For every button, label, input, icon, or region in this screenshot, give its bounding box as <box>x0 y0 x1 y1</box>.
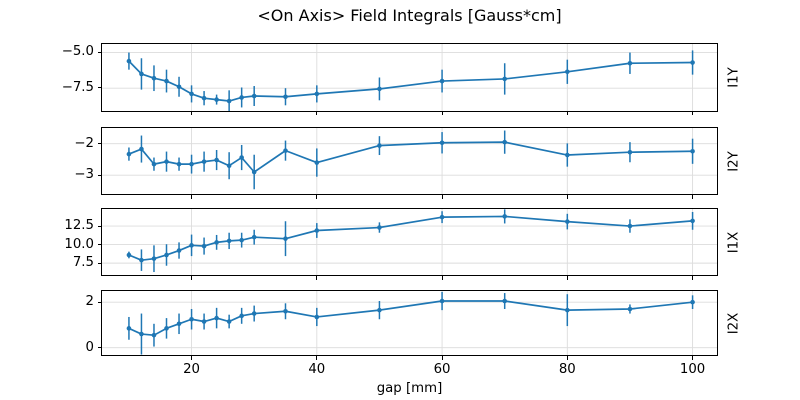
subplot-i1x <box>101 208 718 276</box>
x-tick-mark <box>316 276 318 280</box>
y-tick-mark <box>97 174 101 176</box>
panel-label-i1y: I1Y <box>726 66 742 88</box>
x-tick-mark <box>566 111 568 115</box>
x-tick-mark <box>566 195 568 199</box>
x-tick-mark <box>566 276 568 280</box>
panel-label-i2y: I2Y <box>726 150 742 172</box>
subplot-i2x <box>101 290 718 356</box>
y-tick-label: 7.5 <box>72 255 94 271</box>
panel-label-i1x: I1X <box>726 231 742 253</box>
x-tick-mark <box>316 111 318 115</box>
y-tick-label: 0 <box>85 339 94 355</box>
x-tick-label: 80 <box>558 362 576 377</box>
x-tick-mark <box>692 195 694 199</box>
x-tick-mark <box>692 276 694 280</box>
x-tick-mark <box>441 111 443 115</box>
y-tick-mark <box>97 262 101 264</box>
plot-area-i2x <box>102 291 717 355</box>
x-tick-mark <box>692 111 694 115</box>
y-tick-label: 2 <box>85 294 94 310</box>
y-tick-label: −3 <box>74 167 94 183</box>
y-tick-label: −7.5 <box>61 79 94 95</box>
subplot-i1y <box>101 42 718 112</box>
plot-area-i2y <box>102 128 717 194</box>
y-tick-mark <box>97 347 101 349</box>
x-tick-label: 100 <box>679 362 706 377</box>
x-tick-mark <box>441 276 443 280</box>
subplot-i2y <box>101 127 718 195</box>
y-tick-label: 10.0 <box>64 236 94 252</box>
y-tick-mark <box>97 143 101 145</box>
y-tick-mark <box>97 87 101 89</box>
x-tick-mark <box>692 356 694 360</box>
y-tick-mark <box>97 244 101 246</box>
plot-area-i1x <box>102 209 717 275</box>
y-tick-label: −5.0 <box>61 44 94 60</box>
y-tick-mark <box>97 51 101 53</box>
x-tick-label: 20 <box>183 362 200 377</box>
panel-label-i2x: I2X <box>726 312 742 334</box>
x-tick-mark <box>441 356 443 360</box>
x-tick-mark <box>191 356 193 360</box>
y-tick-label: 12.5 <box>64 218 94 234</box>
x-tick-mark <box>191 195 193 199</box>
y-tick-mark <box>97 225 101 227</box>
y-tick-label: −2 <box>74 135 94 151</box>
x-tick-mark <box>191 111 193 115</box>
x-tick-label: 40 <box>308 362 326 377</box>
x-tick-mark <box>441 195 443 199</box>
x-tick-mark <box>191 276 193 280</box>
y-tick-mark <box>97 301 101 303</box>
plot-area-i1y <box>102 43 717 111</box>
x-axis-label: gap [mm] <box>376 381 443 396</box>
x-tick-mark <box>316 195 318 199</box>
x-tick-label: 60 <box>433 362 451 377</box>
x-tick-mark <box>316 356 318 360</box>
chart-title: <On Axis> Field Integrals [Gauss*cm] <box>257 6 562 25</box>
x-tick-mark <box>566 356 568 360</box>
